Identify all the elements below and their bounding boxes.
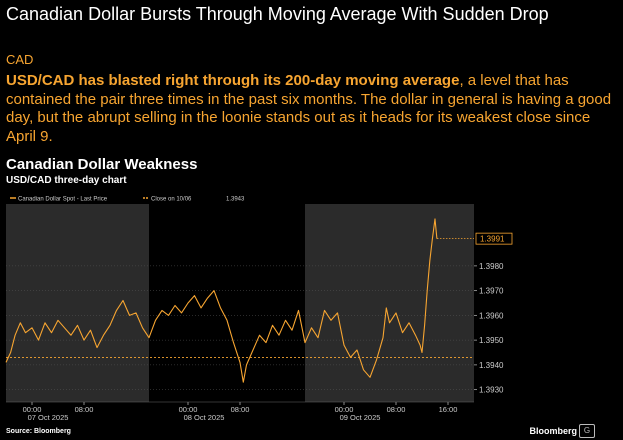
x-tick-date-4: 09 Oct 2025: [340, 413, 381, 422]
day-bands: [6, 204, 474, 402]
summary-bold: USD/CAD has blasted right through its 20…: [6, 72, 460, 89]
last-value-label: 1.3991: [480, 235, 505, 244]
y-tick-label-4: 1.3970: [479, 287, 504, 296]
summary-rest: , a level that has contained the pair th…: [6, 72, 612, 145]
y-tick-label-0: 1.3930: [479, 386, 504, 395]
y-tick-label-3: 1.3960: [479, 311, 504, 320]
bloomberg-logo: Bloomberg: [529, 426, 577, 436]
y-tick-label-5: 1.3980: [479, 262, 504, 271]
bloomberg-g-icon: G: [579, 424, 595, 438]
x-tick-date-0: 07 Oct 2025: [28, 413, 69, 422]
legend-value-close: 1.3943: [226, 197, 245, 203]
chart-subtitle: USD/CAD three-day chart: [6, 175, 127, 186]
x-tick-date-2: 08 Oct 2025: [184, 413, 225, 422]
day-band-1: [305, 204, 474, 402]
day-band-0: [6, 204, 149, 402]
x-tick-time-3: 08:00: [231, 405, 250, 414]
legend: Canadian Dollar Spot - Last Price Close …: [10, 197, 245, 203]
legend-label-price: Canadian Dollar Spot - Last Price: [18, 197, 108, 203]
x-tick-time-2: 00:00: [179, 405, 198, 414]
y-axis: 1.3930 1.3940 1.3950 1.3960 1.3970 1.3980: [474, 262, 504, 395]
usd-cad-chart: 1.3991 1.39301.39401.39501.39601.39701.3…: [5, 197, 513, 422]
series-line-usd-cad: [5, 218, 438, 383]
x-tick-time-5: 08:00: [387, 405, 406, 414]
x-tick-time-4: 00:00: [335, 405, 354, 414]
chart-title: Canadian Dollar Weakness: [6, 156, 198, 173]
x-tick-time-1: 08:00: [75, 405, 94, 414]
topic-tag[interactable]: CAD: [6, 52, 34, 67]
headline: Canadian Dollar Bursts Through Moving Av…: [6, 4, 549, 24]
legend-label-close: Close on 10/06: [151, 197, 192, 203]
summary-text: USD/CAD has blasted right through its 20…: [6, 72, 618, 146]
y-tick-label-1: 1.3940: [479, 361, 504, 370]
last-value-box: [475, 232, 513, 245]
x-tick-time-0: 00:00: [23, 405, 42, 414]
source-credit: Source: Bloomberg: [6, 428, 71, 435]
y-tick-label-2: 1.3950: [479, 336, 504, 345]
x-tick-time-6: 16:00: [439, 405, 458, 414]
last-value-tag: 1.3991: [475, 232, 513, 245]
